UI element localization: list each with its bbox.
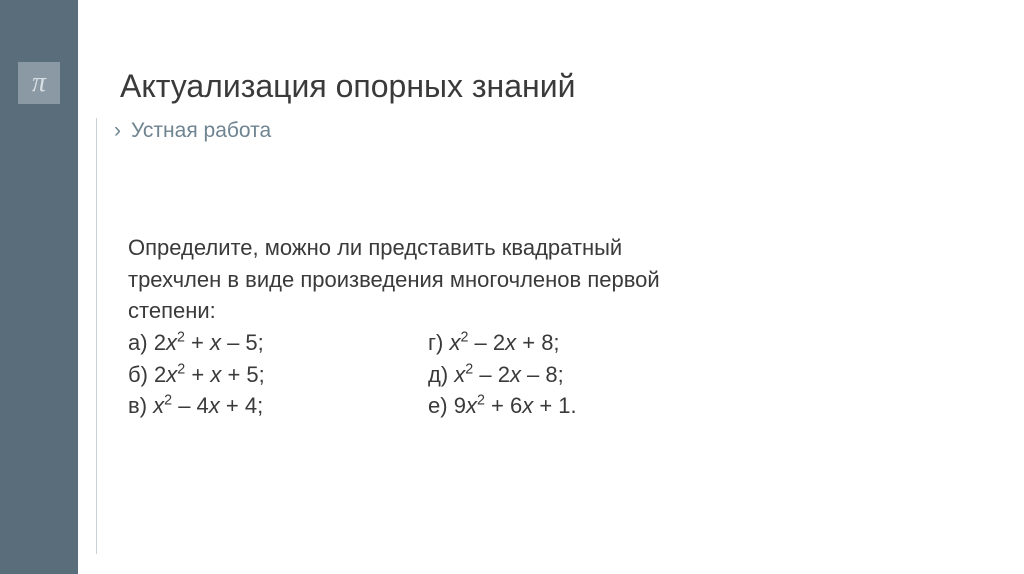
subtitle-text: Устная работа: [131, 119, 271, 143]
vertical-divider: [96, 118, 97, 554]
problems-grid: а) 2х2 + х – 5; г) х2 – 2х + 8; б) 2х2 +…: [128, 328, 958, 421]
intro-line-2: трехчлен в виде произведения многочленов…: [128, 265, 958, 295]
problem-b: б) 2х2 + х + 5;: [128, 360, 428, 390]
sidebar: π: [0, 0, 78, 574]
subtitle-row: › Устная работа: [114, 119, 984, 143]
intro-line-1: Определите, можно ли представить квадрат…: [128, 233, 958, 263]
intro-line-3: степени:: [128, 296, 958, 326]
problem-e: е) 9х2 + 6х + 1.: [428, 391, 958, 421]
chevron-icon: ›: [114, 119, 121, 143]
body-text: Определите, можно ли представить квадрат…: [128, 233, 958, 421]
problem-v: в) х2 – 4х + 4;: [128, 391, 428, 421]
slide-content: Актуализация опорных знаний › Устная раб…: [78, 0, 1024, 574]
pi-icon: π: [18, 62, 60, 104]
problem-g: г) х2 – 2х + 8;: [428, 328, 958, 358]
slide-title: Актуализация опорных знаний: [120, 68, 984, 105]
problem-a: а) 2х2 + х – 5;: [128, 328, 428, 358]
problem-d: д) х2 – 2х – 8;: [428, 360, 958, 390]
